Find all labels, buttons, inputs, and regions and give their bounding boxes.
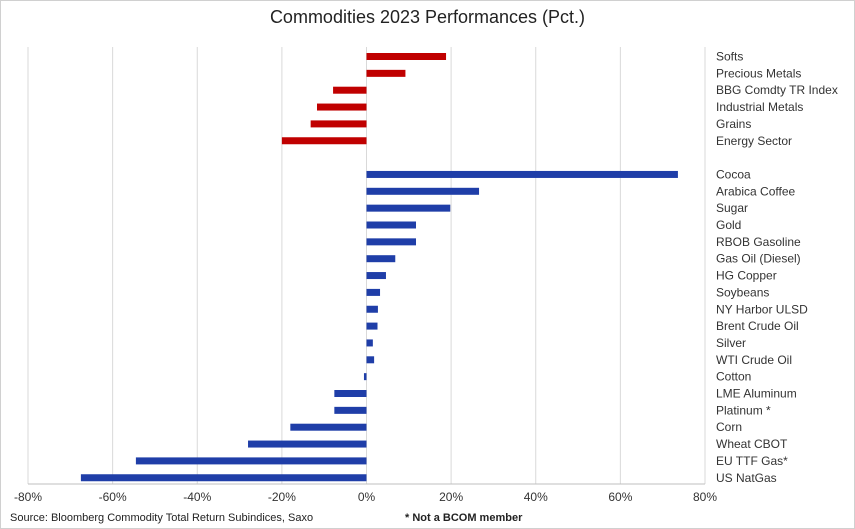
- bar: [363, 373, 367, 381]
- bar: [366, 170, 678, 178]
- x-tick-label: -80%: [14, 490, 42, 504]
- bar: [310, 120, 367, 128]
- x-tick-label: 80%: [693, 490, 717, 504]
- x-tick-label: -40%: [183, 490, 211, 504]
- bar: [366, 305, 378, 313]
- category-label: Silver: [716, 336, 746, 350]
- category-label: NY Harbor ULSD: [716, 302, 808, 316]
- bar: [290, 423, 367, 431]
- bar: [366, 204, 451, 212]
- x-tick-label: 20%: [439, 490, 463, 504]
- category-label: Soybeans: [716, 285, 769, 299]
- category-label: Brent Crude Oil: [716, 319, 799, 333]
- category-label: Gold: [716, 218, 741, 232]
- category-label: HG Copper: [716, 269, 777, 283]
- bar: [366, 322, 378, 330]
- bar: [366, 288, 381, 296]
- bar: [135, 457, 367, 465]
- bar: [366, 238, 417, 246]
- category-label: Cocoa: [716, 167, 751, 181]
- bar: [281, 137, 367, 145]
- bar: [366, 187, 480, 195]
- bar-group-1: Softs Precious Metals BBG Comdty TR Index I…: [281, 50, 838, 148]
- category-label: Cotton: [716, 370, 751, 384]
- x-tick-labels: -80% -60% -40% -20% 0% 20% 40% 60% 80%: [14, 490, 717, 504]
- footnote: * Not a BCOM member: [405, 512, 523, 524]
- category-label: Softs: [716, 50, 743, 64]
- gridlines: [27, 47, 706, 484]
- category-label: Energy Sector: [716, 134, 792, 148]
- bar: [333, 86, 367, 94]
- bar: [366, 272, 386, 280]
- category-label: EU TTF Gas*: [716, 454, 788, 468]
- category-label: WTI Crude Oil: [716, 353, 792, 367]
- category-label: Platinum *: [716, 403, 771, 417]
- category-label: BBG Comdty TR Index: [716, 83, 838, 97]
- bar: [334, 406, 367, 414]
- category-label: Industrial Metals: [716, 100, 803, 114]
- category-label: Precious Metals: [716, 66, 801, 80]
- category-label: RBOB Gasoline: [716, 235, 801, 249]
- bar-group-2: Cocoa Arabica Coffee Sugar Gold RBOB Gasolin…: [80, 167, 808, 485]
- bar: [334, 390, 367, 397]
- category-label: Wheat CBOT: [716, 437, 788, 451]
- x-tick-label: -60%: [99, 490, 127, 504]
- chart-title: Commodities 2023 Performances (Pct.): [269, 7, 586, 27]
- x-tick-label: 0%: [358, 490, 376, 504]
- bar: [366, 69, 406, 77]
- bar: [80, 474, 367, 482]
- bar: [366, 53, 447, 60]
- category-label: Arabica Coffee: [716, 184, 795, 198]
- category-label: US NatGas: [716, 471, 777, 485]
- category-label: Corn: [716, 420, 742, 434]
- category-label: LME Aluminum: [716, 387, 797, 401]
- x-tick-label: 40%: [524, 490, 548, 504]
- category-label: Grains: [716, 117, 751, 131]
- x-tick-label: -20%: [268, 490, 296, 504]
- category-label: Gas Oil (Diesel): [716, 252, 801, 266]
- source-note: Source: Bloomberg Commodity Total Return…: [10, 512, 314, 524]
- bar: [248, 440, 367, 448]
- category-label: Sugar: [716, 201, 748, 215]
- bar: [366, 255, 396, 263]
- bar: [366, 221, 417, 229]
- bar: [366, 356, 375, 364]
- x-tick-label: 60%: [608, 490, 632, 504]
- bar: [316, 103, 367, 111]
- bar: [366, 339, 373, 347]
